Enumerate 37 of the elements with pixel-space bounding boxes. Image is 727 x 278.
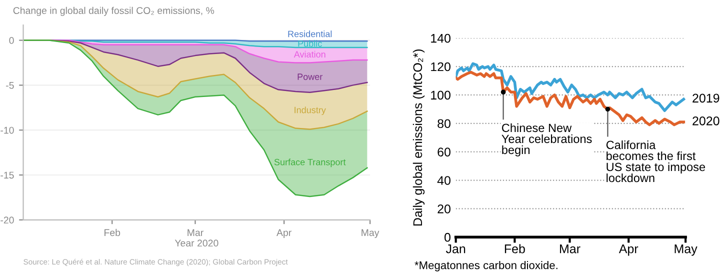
annotation: California becomes the first US state to impose lockdown: [606, 140, 706, 182]
x-tick-label: Feb: [504, 244, 525, 254]
y-tick-label: 40: [437, 176, 450, 185]
series-label: Aviation: [294, 50, 326, 58]
y-tick-label: 20: [438, 204, 450, 214]
y-tick-label: 140: [431, 34, 450, 43]
y-tick-label: 0: [444, 232, 450, 242]
text: *Megatonnes carbon dioxide.: [414, 261, 558, 272]
y-tick-label: 100: [431, 90, 450, 100]
series-label: Power: [298, 74, 323, 80]
x-tick-label: Apr: [618, 244, 638, 256]
series-label: Industry: [294, 106, 326, 115]
series-label: 2019: [692, 94, 720, 103]
y-tick-label: -10: [0, 126, 14, 134]
y-tick-label: -20: [0, 216, 14, 224]
annotation: Chinese New Year celebrations begin: [502, 123, 592, 156]
x-tick-label: May: [362, 229, 380, 238]
x-tick-label: May: [674, 244, 698, 256]
y-tick-label: 60: [438, 148, 450, 156]
series-label: Public: [298, 40, 322, 47]
y-tick-label: -15: [0, 172, 14, 179]
chart-title: Change in global daily fossil CO₂ emissions, %: [13, 6, 214, 16]
y-axis-title: Daily global emissions (MtCO₂*): [412, 49, 425, 226]
y-tick-label: -5: [6, 82, 14, 89]
x-tick-label: Apr: [276, 229, 292, 238]
x-axis-title: Year 2020: [174, 240, 218, 247]
y-tick-label: 80: [438, 119, 450, 128]
line-series: [456, 62, 686, 112]
series-label: 2020: [692, 116, 720, 126]
series-label: Surface Transport: [274, 158, 346, 168]
y-tick-label: 0: [9, 37, 14, 44]
y-tick-label: 120: [431, 62, 450, 72]
x-tick-label: Mar: [560, 244, 580, 254]
series-label: Residential: [288, 30, 332, 38]
x-tick-label: Mar: [188, 229, 204, 236]
x-tick-label: Jan: [446, 244, 466, 254]
x-tick-label: Feb: [104, 228, 120, 236]
